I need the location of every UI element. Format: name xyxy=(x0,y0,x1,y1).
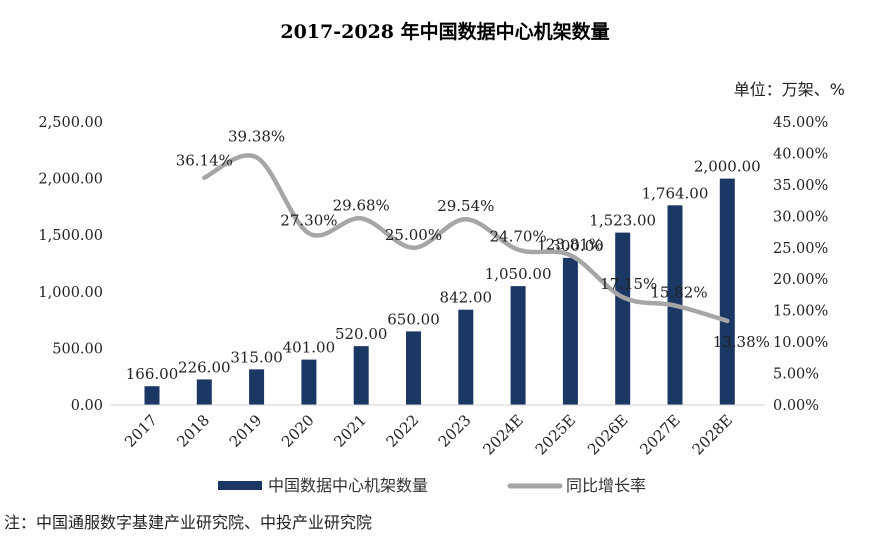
bar xyxy=(615,232,631,405)
bar-value-label: 166.00 xyxy=(126,365,179,383)
rate-value-label: 24.70% xyxy=(489,228,546,246)
bar xyxy=(144,386,160,405)
bar-value-label: 401.00 xyxy=(283,339,336,357)
rate-value-label: 36.14% xyxy=(176,152,233,170)
x-tick-label: 2017 xyxy=(121,411,161,451)
x-tick-label: 2026E xyxy=(584,411,631,458)
bar xyxy=(562,257,578,405)
x-tick-label: 2025E xyxy=(532,411,579,458)
bar xyxy=(196,379,212,405)
right-tick-label: 40.00% xyxy=(773,146,828,162)
rate-value-label: 15.82% xyxy=(650,284,707,302)
bar-value-label: 1,764.00 xyxy=(642,184,709,202)
left-tick-label: 2,500.00 xyxy=(38,115,103,131)
x-tick-label: 2020 xyxy=(278,411,318,451)
x-tick-label: 2024E xyxy=(479,411,526,458)
x-tick-label: 2018 xyxy=(173,411,213,451)
bar-value-label: 650.00 xyxy=(387,310,440,328)
bar-value-label: 520.00 xyxy=(335,325,388,343)
left-axis: 0.00 500.00 1,000.00 1,500.00 2,000.00 2,500.… xyxy=(38,115,103,414)
bar-value-label: 2,000.00 xyxy=(694,158,761,176)
source-note: 注：中国通服数字基建产业研究院、中投产业研究院 xyxy=(4,513,372,532)
x-tick-label: 2028E xyxy=(689,411,736,458)
bar-series xyxy=(144,178,735,405)
bar-value-label: 1,523.00 xyxy=(589,212,656,230)
unit-label: 单位：万架、% xyxy=(734,80,845,99)
bar-value-label: 1,050.00 xyxy=(485,265,552,283)
right-tick-label: 30.00% xyxy=(773,209,828,225)
right-axis: 0.00% 5.00% 10.00% 15.00% 20.00% 25.00% 30.00%… xyxy=(773,115,828,414)
rate-value-label: 25.00% xyxy=(385,226,442,244)
rate-value-label: 17.15% xyxy=(600,275,657,293)
rate-value-label: 27.30% xyxy=(280,211,337,229)
bar xyxy=(301,359,317,405)
right-tick-label: 15.00% xyxy=(773,304,828,320)
bar-value-label: 315.00 xyxy=(230,348,283,366)
left-tick-label: 1,000.00 xyxy=(38,285,103,301)
growth-rate-line xyxy=(202,153,730,324)
x-tick-label: 2022 xyxy=(383,411,423,451)
bar xyxy=(406,331,421,405)
right-tick-label: 5.00% xyxy=(773,367,819,383)
x-tick-label: 2027E xyxy=(636,411,683,458)
rate-value-label: 23.81% xyxy=(546,235,603,253)
legend-bar-swatch xyxy=(218,481,262,490)
rate-labels: 36.14% 39.38% 27.30%29.68% 25.00% 29.54% 24.7… xyxy=(176,127,770,351)
x-axis: 2017 2018 2019 2020 2021 2022 2023 2024E 2025E 20… xyxy=(110,404,765,459)
rate-value-label: 39.38% xyxy=(228,127,285,145)
legend: 中国数据中心机架数量 同比增长率 xyxy=(218,476,646,495)
right-tick-label: 35.00% xyxy=(773,178,828,194)
bar xyxy=(510,286,526,405)
right-tick-label: 0.00% xyxy=(773,398,819,414)
x-tick-label: 2019 xyxy=(226,411,266,451)
x-tick-label: 2021 xyxy=(330,411,370,451)
bar xyxy=(719,178,735,405)
right-tick-label: 45.00% xyxy=(773,115,828,131)
rate-value-label: 29.54% xyxy=(437,197,494,215)
right-tick-label: 20.00% xyxy=(773,272,828,288)
bar xyxy=(249,369,265,405)
legend-line-label: 同比增长率 xyxy=(566,476,646,495)
line-series xyxy=(202,153,730,324)
rate-value-label: 29.68% xyxy=(333,196,390,214)
right-tick-label: 25.00% xyxy=(773,241,828,257)
chart-title: 2017-2028 年中国数据中心机架数量 xyxy=(280,20,609,43)
bar xyxy=(458,309,474,405)
bar-value-label: 226.00 xyxy=(178,358,231,376)
x-tick-label: 2023 xyxy=(435,411,475,451)
right-tick-label: 10.00% xyxy=(773,335,828,351)
legend-bar-label: 中国数据中心机架数量 xyxy=(268,476,428,495)
rate-value-label: 13.38% xyxy=(713,333,770,351)
left-tick-label: 500.00 xyxy=(52,341,103,357)
left-tick-label: 1,500.00 xyxy=(38,228,103,244)
left-tick-label: 2,000.00 xyxy=(38,172,103,188)
bar-labels: 166.00 226.00315.00401.00520.00650.00842.… xyxy=(126,158,761,384)
bar-value-label: 842.00 xyxy=(440,289,493,307)
left-tick-label: 0.00 xyxy=(71,398,103,414)
bar xyxy=(353,346,369,405)
